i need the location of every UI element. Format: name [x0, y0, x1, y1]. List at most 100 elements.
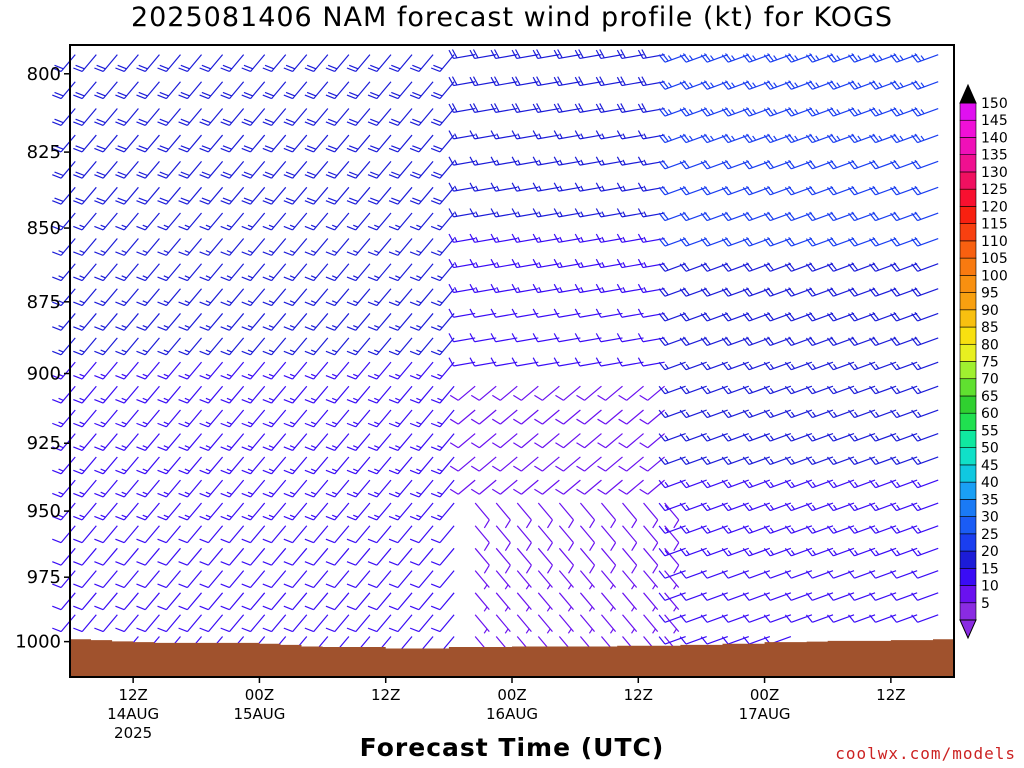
barb-half-feather [184, 514, 190, 518]
barb-half-feather [268, 373, 275, 377]
wind-barb [469, 308, 497, 318]
barb-feather [388, 350, 399, 356]
barb-shaft [642, 81, 665, 87]
barb-feather [504, 519, 511, 529]
wind-barb [639, 385, 665, 401]
barb-feather [75, 118, 85, 124]
wind-barb [721, 311, 749, 322]
wind-barb [911, 133, 939, 144]
barb-feather [409, 515, 420, 521]
barb-shaft [186, 614, 203, 632]
barb-shaft [917, 212, 939, 222]
barb-shaft [313, 238, 329, 256]
barb-shaft [875, 525, 897, 534]
wind-barb [73, 288, 97, 307]
barb-feather [914, 53, 922, 62]
barb-half-feather [896, 458, 901, 464]
barb-feather [430, 94, 441, 100]
barb-feather [631, 542, 638, 552]
wind-barb [679, 336, 707, 347]
wind-barb [658, 592, 686, 601]
barb-feather [346, 515, 357, 521]
barb-feather [220, 374, 230, 380]
barb-shaft [854, 212, 876, 222]
barb-half-feather [685, 481, 690, 487]
wind-barb [241, 160, 266, 179]
wind-barb [574, 76, 602, 87]
barb-feather [869, 263, 876, 272]
barb-feather [578, 49, 584, 59]
barb-shaft [896, 547, 918, 557]
barb-shaft [165, 570, 181, 588]
barb-feather [532, 308, 539, 318]
barb-feather [178, 301, 188, 307]
barb-shaft [165, 81, 181, 99]
barb-shaft [334, 54, 350, 72]
barb-feather [54, 64, 64, 70]
barb-half-feather [205, 324, 211, 329]
wind-barb [511, 258, 539, 269]
barb-feather [346, 538, 357, 544]
wind-barb [430, 313, 455, 331]
barb-shaft [621, 107, 644, 113]
wind-barb [157, 212, 181, 231]
barb-feather [346, 374, 357, 380]
barb-feather [304, 605, 314, 611]
barb-shaft [833, 134, 855, 144]
barb-feather [809, 311, 817, 321]
barb-feather [178, 374, 188, 380]
wind-barb [848, 237, 876, 247]
barb-feather [73, 225, 83, 231]
barb-feather [241, 605, 251, 611]
barb-shaft [229, 385, 245, 404]
barb-shaft [355, 614, 371, 632]
barb-feather [532, 357, 539, 367]
barb-shaft [537, 312, 560, 318]
barb-feather [826, 134, 834, 143]
barb-half-feather [395, 324, 401, 329]
wind-barb [469, 208, 497, 218]
barb-shaft [418, 592, 434, 611]
barb-feather [449, 394, 459, 401]
barb-feather [243, 145, 254, 150]
barb-half-feather [811, 363, 817, 369]
barb-shaft [102, 337, 118, 356]
barb-feather [893, 80, 901, 89]
barb-half-feather [857, 55, 862, 61]
barb-shaft [563, 385, 581, 401]
wind-barb [136, 502, 160, 521]
barb-half-feather [416, 445, 422, 449]
barb-half-feather [811, 435, 817, 441]
wind-barb [784, 614, 813, 623]
wind-barb [637, 208, 665, 218]
barb-feather [199, 121, 209, 126]
barb-feather [370, 91, 380, 97]
barb-feather [700, 636, 708, 645]
barb-shaft [457, 479, 476, 495]
wind-barb [763, 107, 792, 117]
barb-feather [553, 333, 560, 343]
barb-feather [511, 103, 518, 113]
wind-barb [304, 81, 329, 100]
wind-barb [283, 456, 308, 475]
barb-half-feather [226, 397, 232, 401]
wind-barb [73, 570, 97, 589]
barb-shaft [271, 108, 287, 126]
wind-barb [470, 433, 497, 449]
barb-feather [555, 418, 564, 425]
wind-barb [94, 385, 118, 404]
wind-barb [890, 107, 918, 117]
barb-shaft [621, 337, 644, 343]
barb-half-feather [205, 250, 211, 254]
colorbar-label: 45 [981, 458, 999, 474]
barb-feather [325, 121, 335, 126]
barb-shaft [896, 479, 918, 489]
wind-barb [283, 313, 308, 331]
barb-feather [159, 91, 169, 97]
barb-half-feather [517, 286, 521, 293]
barb-feather [490, 308, 497, 318]
wind-barb [911, 159, 939, 170]
barb-shaft [706, 361, 728, 371]
barb-feather [136, 94, 146, 100]
barb-shaft [439, 433, 455, 451]
